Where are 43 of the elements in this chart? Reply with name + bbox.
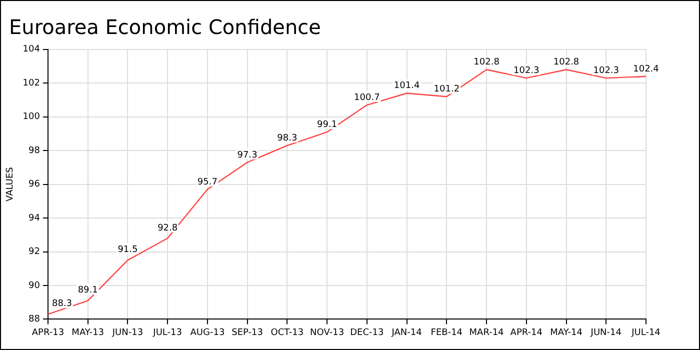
data-label: 101.4 (394, 81, 420, 92)
y-axis-title: VALUES (6, 166, 16, 202)
x-tick-label: APR-14 (510, 328, 543, 338)
y-tick-label: 104 (22, 44, 40, 55)
chart-title: Euroarea Economic Confidence (9, 15, 321, 39)
y-tick-label: 100 (22, 112, 40, 122)
y-tick-label: 88 (28, 314, 40, 325)
x-tick-label: JAN-14 (390, 328, 422, 338)
data-label: 100.7 (354, 93, 380, 104)
x-tick-label: AUG-13 (190, 328, 225, 338)
x-tick-label: NOV-13 (310, 328, 344, 338)
x-tick-label: JUL-13 (152, 328, 182, 338)
x-tick-label: SEP-13 (232, 328, 263, 338)
y-tick-label: 90 (28, 280, 40, 291)
data-label: 95.7 (197, 177, 218, 188)
y-tick-label: 98 (28, 146, 40, 156)
y-tick-label: 102 (22, 78, 40, 88)
data-label: 101.2 (434, 84, 460, 95)
data-label: 102.4 (633, 64, 660, 74)
data-label: 88.3 (52, 299, 72, 310)
data-label: 97.3 (237, 150, 258, 160)
x-tick-label: APR-13 (32, 328, 64, 338)
data-label: 91.5 (118, 245, 138, 256)
x-tick-label: MAY-13 (72, 328, 104, 338)
x-tick-label: FEB-14 (430, 328, 463, 338)
y-tick-label: 94 (28, 213, 40, 224)
data-label: 102.3 (514, 66, 540, 76)
x-tick-label: JUN-13 (111, 328, 144, 338)
x-tick-label: MAY-14 (550, 328, 583, 338)
y-tick-label: 92 (28, 247, 40, 258)
data-label: 92.8 (158, 223, 178, 234)
y-tick-label: 96 (28, 180, 40, 190)
data-label: 98.3 (277, 134, 298, 144)
x-tick-label: OCT-13 (270, 328, 304, 338)
data-label: 102.3 (593, 66, 620, 76)
x-tick-label: DEC-13 (350, 328, 384, 338)
data-label: 99.1 (317, 120, 338, 130)
data-label: 89.1 (78, 286, 98, 296)
x-tick-label: JUN-14 (590, 328, 622, 338)
data-label: 102.8 (553, 58, 580, 68)
x-tick-label: JUL-14 (630, 328, 661, 338)
x-tick-label: MAR-14 (469, 328, 504, 338)
data-label: 102.8 (474, 58, 500, 68)
